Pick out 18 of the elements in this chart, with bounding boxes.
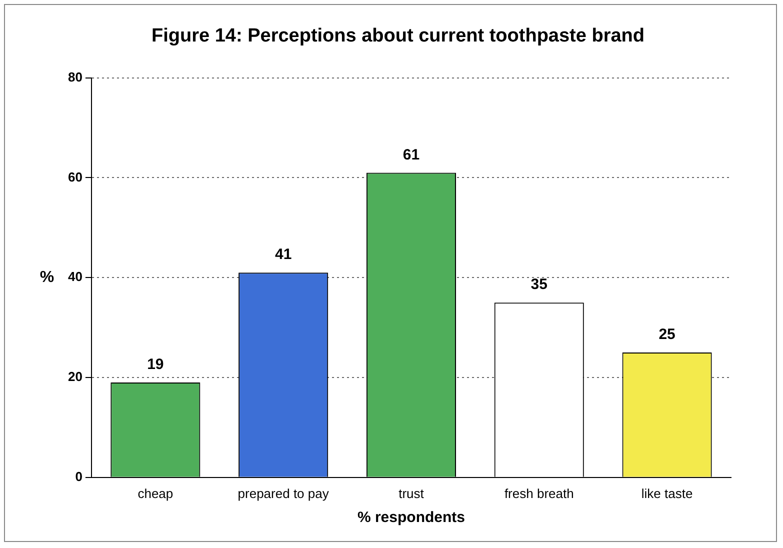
y-tick-label: 40 — [68, 269, 82, 284]
y-tick-label: 80 — [68, 69, 82, 84]
data-label: 41 — [274, 246, 292, 264]
x-tick-label: fresh breath — [504, 486, 574, 501]
y-tick-label: 60 — [68, 169, 82, 184]
data-label: 35 — [530, 276, 548, 294]
y-axis-title: % — [40, 269, 54, 286]
data-label: 61 — [402, 146, 420, 164]
y-tick-label: 20 — [68, 369, 82, 384]
x-axis-title: % respondents — [357, 509, 465, 526]
chart-title: Figure 14: Perceptions about current toothpaste brand — [151, 26, 645, 47]
x-tick-label: like taste — [641, 486, 693, 501]
x-tick-label: prepared to pay — [238, 486, 330, 501]
data-label: 25 — [658, 326, 676, 344]
y-tick-label: 0 — [75, 468, 82, 484]
data-label: 19 — [147, 356, 164, 374]
x-tick-label: trust — [398, 486, 424, 501]
x-tick-label: cheap — [138, 486, 174, 501]
